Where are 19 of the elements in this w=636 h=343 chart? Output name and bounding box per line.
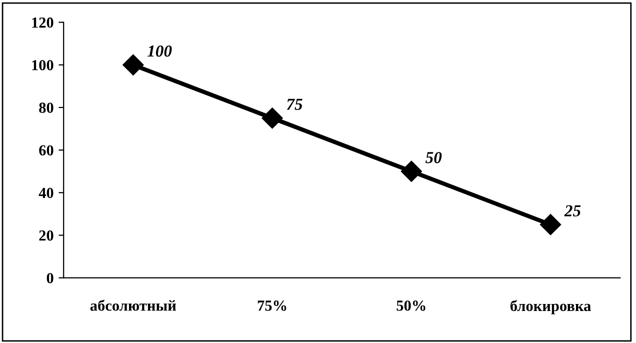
y-tick-label: 80 (39, 102, 54, 113)
data-label: 25 (564, 205, 581, 216)
point (262, 108, 283, 129)
x-tick-label: блокировка (510, 300, 591, 314)
x-tick-label: 75% (258, 300, 286, 311)
x-tick-label: 50% (396, 300, 426, 311)
y-tick-label: 20 (39, 230, 54, 241)
y-tick-label: 100 (32, 60, 54, 70)
data-label: 50 (425, 152, 442, 164)
x-tick-label: абсолютный (90, 300, 176, 311)
point (540, 214, 562, 236)
point (122, 54, 144, 76)
y-tick-label: 120 (32, 17, 54, 28)
data-label: 75 (286, 98, 302, 110)
point (400, 160, 422, 182)
data-label: 100 (147, 45, 172, 57)
y-tick-label: 60 (39, 145, 54, 156)
y-tick-label: 40 (38, 188, 54, 198)
y-tick-label: 0 (46, 272, 54, 284)
